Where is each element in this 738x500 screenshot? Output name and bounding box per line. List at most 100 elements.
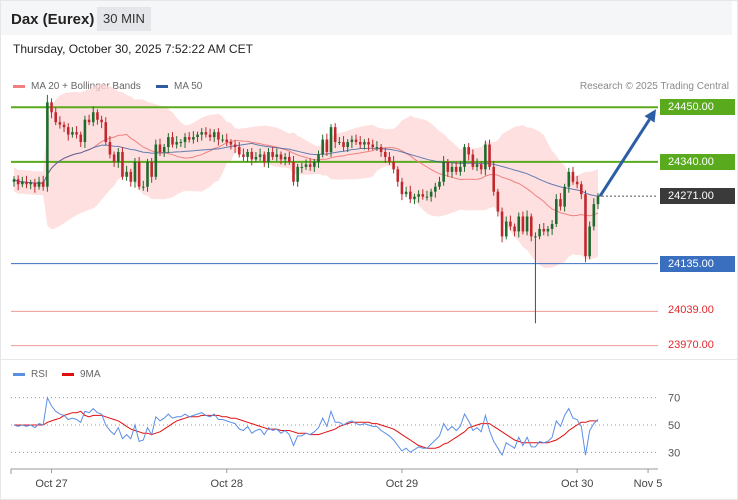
candle-body	[325, 139, 329, 152]
candle-body	[208, 134, 212, 138]
candle-body	[425, 196, 429, 198]
legend-ma50-swatch	[156, 85, 168, 88]
candle-body	[317, 154, 320, 162]
candle-body	[342, 142, 345, 148]
candle-body	[121, 151, 124, 177]
legend-ma20: MA 20 + Bollinger Bands	[13, 81, 141, 92]
candle	[321, 134, 324, 158]
candle	[50, 98, 53, 119]
candle-body	[29, 182, 32, 185]
candle	[500, 207, 504, 243]
candle-body	[283, 156, 287, 160]
candle	[442, 155, 445, 186]
candle-body	[559, 199, 562, 207]
candle-body	[129, 171, 133, 182]
candle	[275, 148, 279, 161]
candle-body	[225, 139, 229, 143]
candle-body	[575, 181, 579, 185]
rsi-ma-line	[14, 410, 598, 449]
candle	[288, 151, 291, 165]
candle-body	[58, 122, 62, 125]
candle-body	[242, 154, 245, 157]
legend-ma50-label: MA 50	[174, 81, 203, 92]
candle-body	[288, 156, 291, 162]
candle	[12, 176, 16, 187]
candle-body	[175, 142, 178, 145]
candle-body	[87, 119, 91, 123]
candle-body	[534, 236, 537, 238]
candle-body	[196, 134, 199, 138]
candle-body	[91, 112, 95, 123]
candle	[529, 213, 533, 242]
candle	[79, 131, 83, 148]
candle-body	[509, 221, 512, 227]
legend-rsi-ma-label: 9MA	[80, 369, 101, 380]
candle-body	[408, 191, 412, 200]
candle	[488, 139, 491, 170]
candle-body	[371, 144, 375, 148]
interval-button[interactable]: 30 MIN	[97, 7, 151, 31]
bollinger-band-area	[14, 83, 598, 268]
candle	[237, 142, 241, 158]
pane-divider	[1, 359, 737, 360]
candle-body	[459, 166, 462, 172]
candle-body	[321, 139, 324, 155]
candle-body	[329, 127, 333, 152]
level-label-24450.00: 24450.00	[660, 99, 735, 116]
candle	[525, 210, 529, 236]
candle-body	[83, 119, 87, 143]
candle	[208, 128, 212, 142]
level-label-24039.00: 24039.00	[668, 304, 714, 317]
candle-body	[104, 122, 108, 143]
candle	[467, 143, 470, 161]
candle	[509, 215, 512, 231]
candle-body	[550, 223, 554, 229]
copyright-text: Research © 2025 Trading Central	[579, 81, 729, 92]
candle-body	[584, 194, 587, 257]
candle-body	[467, 147, 470, 155]
candle-body	[108, 142, 112, 155]
x-tick-label: Nov 5	[634, 478, 663, 490]
candle	[563, 183, 566, 212]
candle-body	[192, 137, 195, 140]
candle-body	[413, 196, 416, 200]
candle	[580, 181, 583, 200]
candle	[292, 155, 295, 186]
candle	[350, 135, 354, 149]
candle-body	[504, 221, 508, 237]
candle	[221, 134, 224, 143]
last-price-label: 24271.00	[660, 188, 735, 205]
candle-body	[204, 132, 208, 135]
candle	[504, 216, 508, 240]
candle-body	[392, 161, 395, 170]
candle	[534, 232, 537, 324]
candle	[254, 151, 258, 163]
candle	[429, 188, 433, 202]
candle-body	[41, 181, 45, 187]
candle	[21, 176, 24, 188]
candle	[517, 212, 521, 238]
candle	[329, 124, 333, 157]
candle	[575, 175, 579, 189]
candle-body	[525, 216, 529, 232]
candle-body	[529, 216, 533, 237]
rsi-tick-label-30: 30	[668, 447, 680, 459]
candle	[454, 161, 458, 175]
chart-header: Dax (Eurex) 30 MIN	[1, 1, 732, 35]
candle	[192, 131, 195, 144]
candle-body	[571, 171, 575, 182]
candle	[75, 126, 78, 139]
candle-body	[275, 154, 279, 157]
candle-body	[388, 156, 391, 162]
candle	[83, 115, 87, 149]
candle-body	[179, 142, 183, 144]
candle	[559, 193, 562, 211]
instrument-title: Dax (Eurex)	[11, 11, 95, 28]
candle-body	[421, 194, 425, 197]
candle-body	[233, 144, 237, 148]
candle-body	[434, 186, 437, 192]
legend-ma20-label: MA 20 + Bollinger Bands	[31, 81, 141, 92]
candle	[538, 223, 541, 240]
candle	[233, 140, 237, 153]
